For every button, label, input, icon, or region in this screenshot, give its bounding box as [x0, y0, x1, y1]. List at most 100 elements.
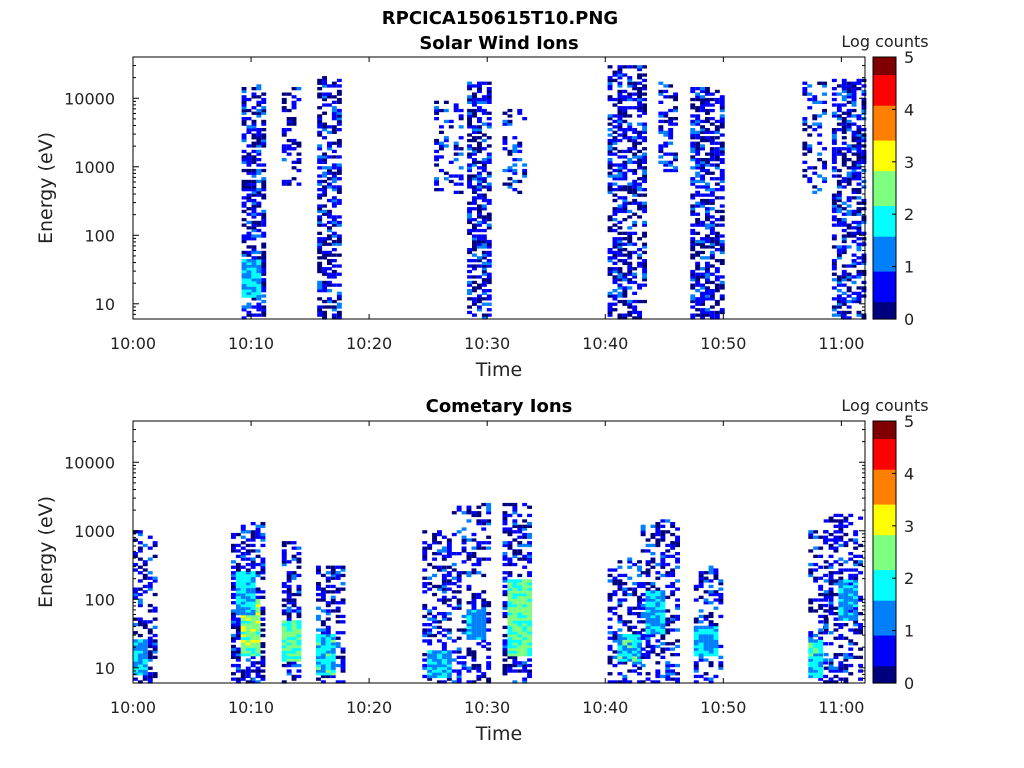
heatmap-cell	[622, 201, 628, 205]
heatmap-cell	[522, 601, 528, 605]
heatmap-cell	[437, 620, 442, 624]
colorbar-segment	[873, 301, 896, 307]
y-tick-label: 1000	[74, 522, 115, 541]
heatmap-cell	[246, 168, 252, 173]
heatmap-cell	[477, 125, 482, 129]
heatmap-cell	[718, 644, 724, 649]
heatmap-cell	[476, 674, 482, 679]
heatmap-cell	[327, 289, 332, 293]
heatmap-cell	[317, 147, 323, 151]
heatmap-cell	[325, 669, 331, 673]
heatmap-cell	[453, 141, 459, 145]
heatmap-cell	[522, 554, 528, 558]
heatmap-cell	[250, 530, 256, 534]
heatmap-cell	[700, 256, 705, 260]
heatmap-cell	[700, 108, 705, 113]
heatmap-cell	[327, 275, 332, 279]
heatmap-cell	[502, 136, 508, 140]
heatmap-cell	[327, 198, 332, 203]
heatmap-cell	[133, 592, 138, 597]
heatmap-cell	[441, 644, 447, 649]
heatmap-cell	[481, 278, 487, 282]
heatmap-cell	[808, 573, 814, 578]
heatmap-cell	[467, 212, 472, 216]
heatmap-cell	[477, 294, 482, 298]
heatmap-cell	[330, 661, 336, 665]
heatmap-cell	[467, 248, 472, 252]
heatmap-cell	[690, 182, 696, 186]
heatmap-cell	[481, 614, 487, 619]
heatmap-cell	[256, 228, 262, 233]
heatmap-cell	[336, 117, 342, 121]
heatmap-cell	[443, 171, 449, 175]
x-tick-label: 10:10	[228, 698, 274, 717]
heatmap-cell	[427, 546, 433, 550]
heatmap-cell	[851, 190, 857, 194]
heatmap-cell	[291, 160, 297, 164]
heatmap-cell	[655, 674, 661, 679]
heatmap-cell	[818, 598, 824, 602]
heatmap-cell	[846, 89, 852, 94]
heatmap-cell	[856, 182, 862, 186]
heatmap-cell	[296, 647, 302, 651]
heatmap-cell	[235, 612, 241, 616]
heatmap-cell	[848, 617, 854, 621]
heatmap-cell	[705, 245, 710, 249]
heatmap-cell	[451, 658, 457, 662]
heatmap-cell	[466, 612, 472, 616]
heatmap-cell	[439, 108, 444, 113]
x-tick-label: 10:10	[228, 334, 274, 353]
heatmap-cell	[627, 239, 633, 244]
heatmap-cell	[477, 166, 482, 170]
heatmap-cell	[320, 680, 326, 684]
heatmap-cell	[133, 663, 138, 668]
heatmap-cell	[675, 628, 680, 632]
heatmap-cell	[645, 623, 651, 627]
heatmap-cell	[622, 160, 628, 164]
heatmap-cell	[245, 552, 251, 556]
colorbar-segment	[873, 288, 896, 294]
heatmap-cell	[709, 163, 715, 167]
heatmap-cell	[831, 201, 837, 205]
heatmap-cell	[240, 584, 246, 589]
heatmap-cell	[617, 171, 623, 175]
colorbar-segment	[873, 192, 896, 198]
heatmap-cell	[316, 565, 321, 569]
heatmap-cell	[486, 502, 492, 507]
heatmap-cell	[642, 204, 647, 208]
heatmap-cell	[714, 278, 720, 282]
heatmap-cell	[476, 541, 482, 545]
heatmap-cell	[637, 612, 642, 616]
heatmap-cell	[838, 606, 844, 610]
heatmap-cell	[522, 592, 528, 597]
heatmap-cell	[719, 188, 725, 192]
heatmap-cell	[331, 141, 337, 145]
heatmap-cell	[822, 92, 827, 96]
heatmap-cell	[705, 171, 710, 175]
heatmap-cell	[472, 299, 477, 304]
heatmap-cell	[843, 677, 849, 681]
heatmap-cell	[655, 614, 661, 619]
heatmap-cell	[291, 639, 297, 643]
heatmap-cell	[486, 663, 492, 668]
heatmap-cell	[340, 565, 346, 569]
heatmap-cell	[432, 606, 437, 610]
heatmap-cell	[486, 508, 492, 512]
heatmap-cell	[675, 598, 680, 602]
heatmap-cell	[246, 226, 252, 230]
heatmap-cell	[256, 128, 262, 132]
heatmap-cell	[316, 571, 321, 575]
heatmap-cell	[660, 614, 666, 619]
heatmap-cell	[512, 680, 518, 684]
heatmap-cell	[446, 549, 452, 553]
heatmap-cell	[507, 182, 513, 186]
heatmap-cell	[147, 653, 153, 657]
heatmap-cell	[327, 177, 332, 181]
heatmap-cell	[856, 220, 862, 225]
heatmap-cell	[466, 511, 472, 515]
heatmap-cell	[627, 628, 633, 632]
heatmap-cell	[690, 179, 696, 184]
heatmap-cell	[690, 239, 696, 244]
heatmap-cell	[317, 261, 323, 265]
heatmap-cell	[836, 289, 842, 293]
